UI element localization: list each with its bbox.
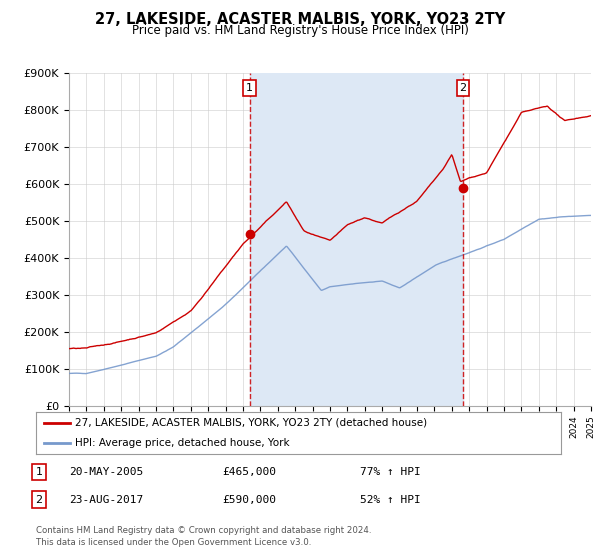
Text: 27, LAKESIDE, ACASTER MALBIS, YORK, YO23 2TY: 27, LAKESIDE, ACASTER MALBIS, YORK, YO23… <box>95 12 505 27</box>
Bar <box>250 73 463 406</box>
Text: 23-AUG-2017: 23-AUG-2017 <box>69 494 143 505</box>
Text: 1: 1 <box>35 467 43 477</box>
Text: £465,000: £465,000 <box>222 467 276 477</box>
Text: HPI: Average price, detached house, York: HPI: Average price, detached house, York <box>76 438 290 448</box>
Text: £590,000: £590,000 <box>222 494 276 505</box>
Text: 2: 2 <box>460 83 466 93</box>
Text: Contains HM Land Registry data © Crown copyright and database right 2024.: Contains HM Land Registry data © Crown c… <box>36 526 371 535</box>
Text: 77% ↑ HPI: 77% ↑ HPI <box>360 467 421 477</box>
Text: Price paid vs. HM Land Registry's House Price Index (HPI): Price paid vs. HM Land Registry's House … <box>131 24 469 37</box>
Text: This data is licensed under the Open Government Licence v3.0.: This data is licensed under the Open Gov… <box>36 538 311 547</box>
Text: 52% ↑ HPI: 52% ↑ HPI <box>360 494 421 505</box>
Text: 20-MAY-2005: 20-MAY-2005 <box>69 467 143 477</box>
Text: 1: 1 <box>246 83 253 93</box>
Text: 27, LAKESIDE, ACASTER MALBIS, YORK, YO23 2TY (detached house): 27, LAKESIDE, ACASTER MALBIS, YORK, YO23… <box>76 418 427 428</box>
Text: 2: 2 <box>35 494 43 505</box>
